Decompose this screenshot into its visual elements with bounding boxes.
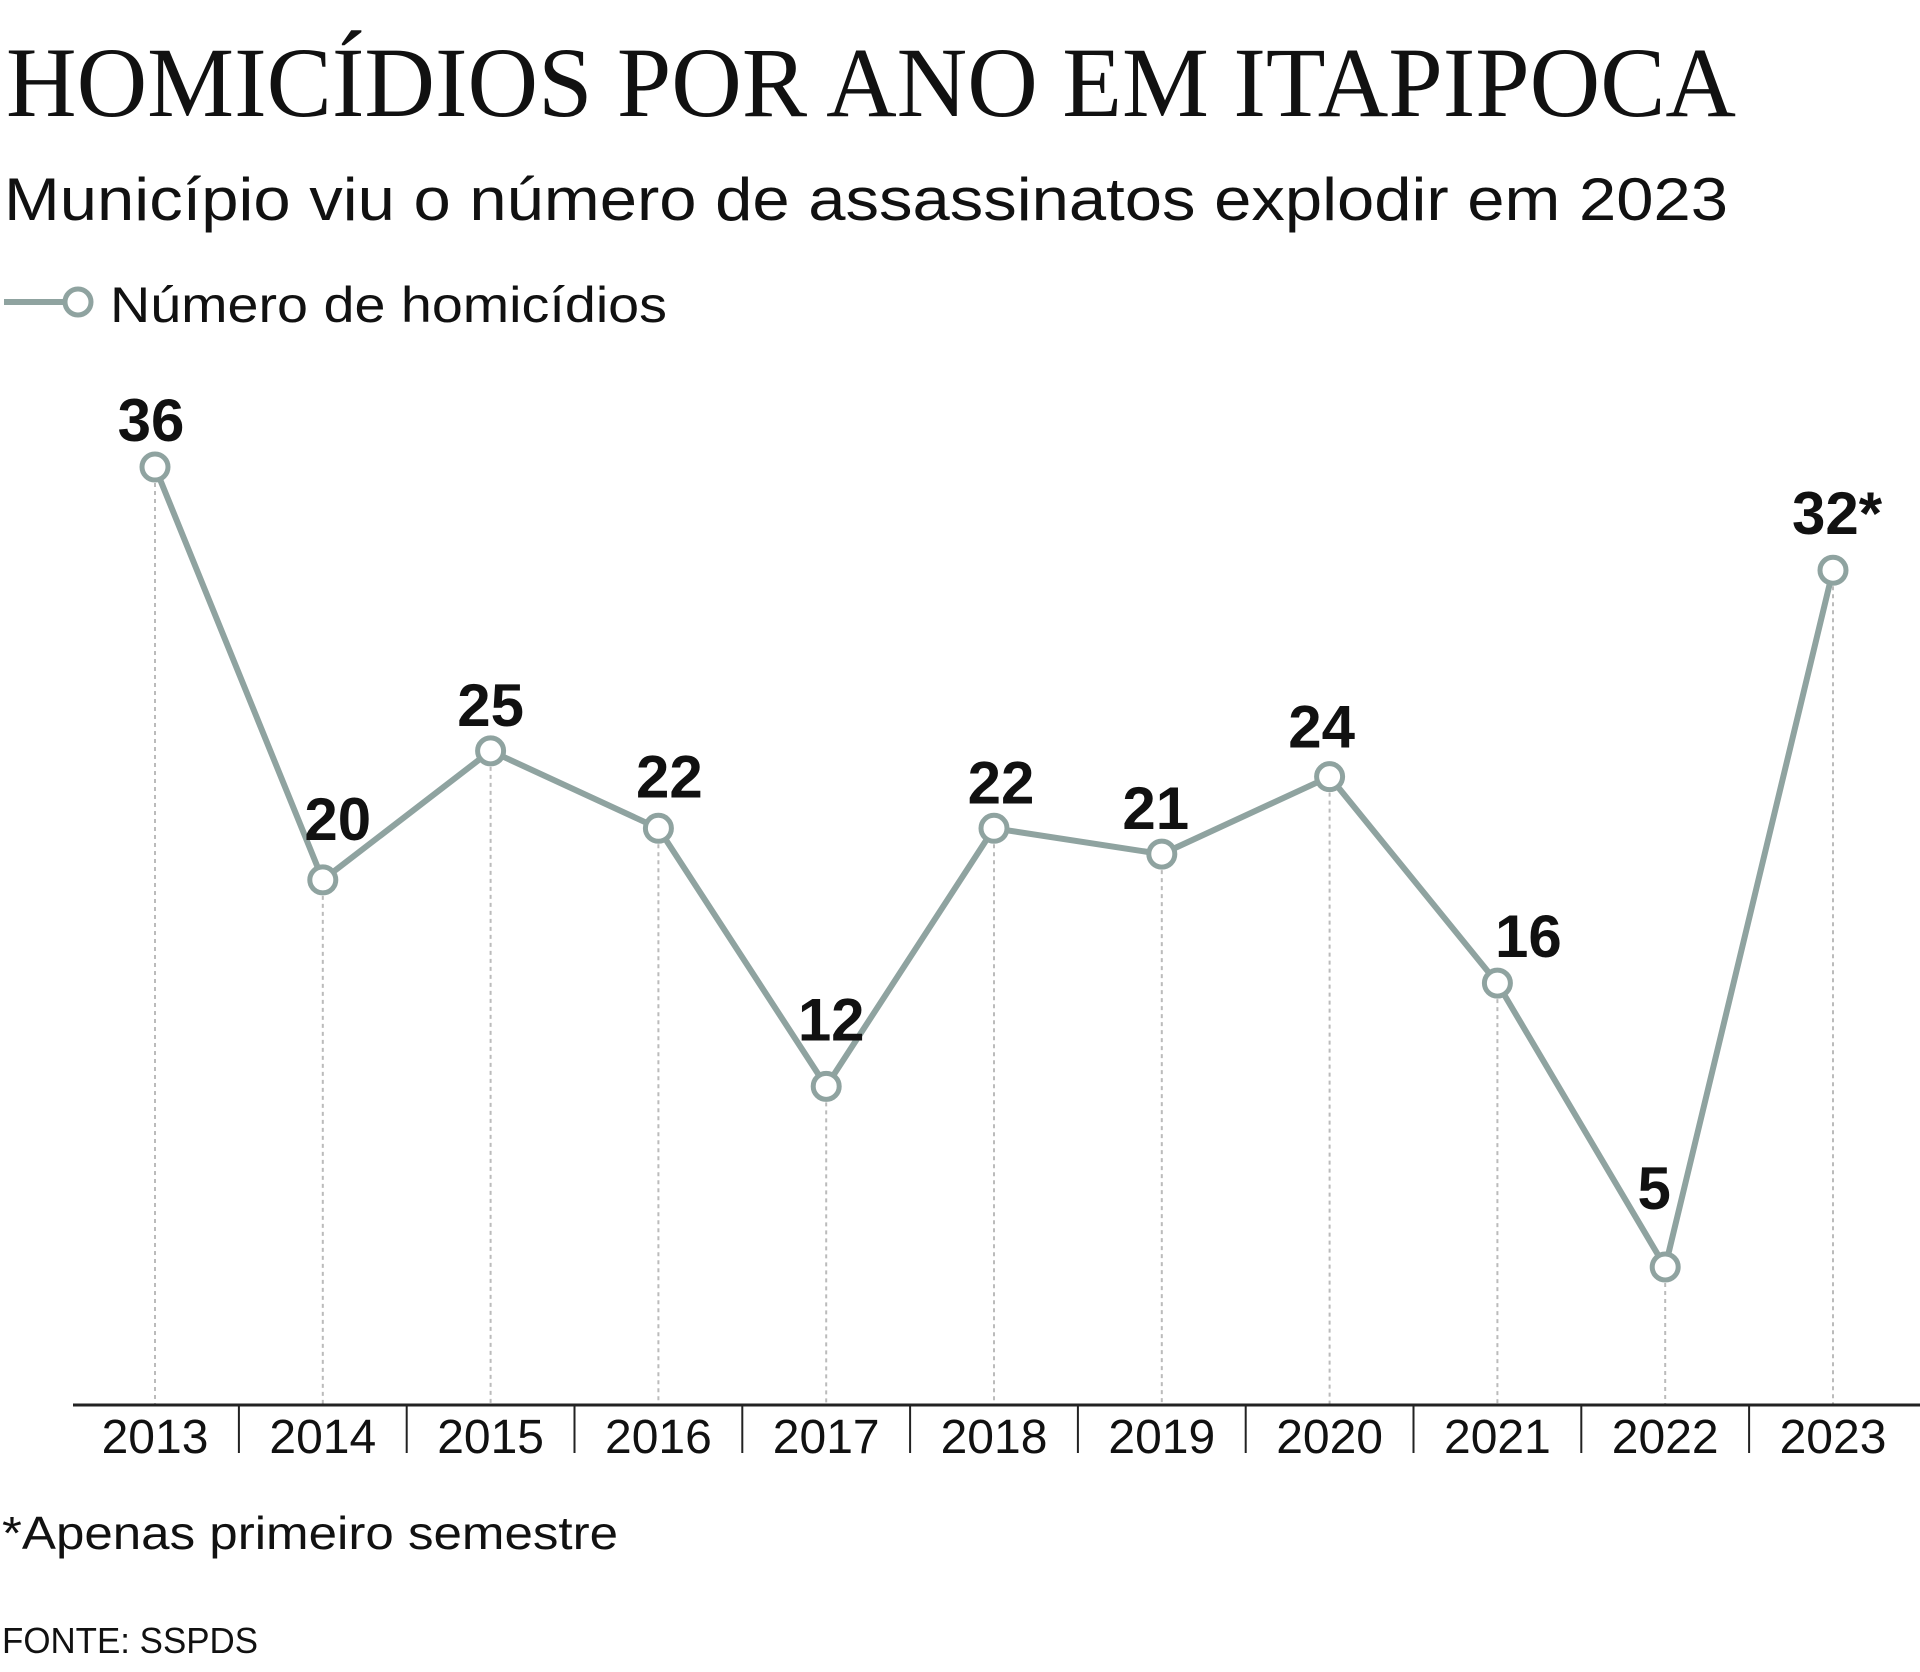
data-point	[1146, 838, 1178, 870]
x-tick-label: 2019	[1108, 1411, 1215, 1464]
data-label: 5	[1638, 1155, 1671, 1222]
data-point	[1649, 1251, 1681, 1283]
data-point	[978, 812, 1010, 844]
x-tick-label: 2013	[102, 1411, 209, 1464]
source: FONTE: SSPDS	[2, 1620, 258, 1661]
data-point	[139, 451, 171, 483]
data-point	[1481, 967, 1513, 999]
data-label: 21	[1122, 775, 1189, 842]
data-label: 22	[968, 749, 1035, 816]
data-label: 36	[118, 387, 185, 454]
data-label: 24	[1288, 694, 1355, 761]
legend-marker-icon	[62, 286, 94, 318]
legend: Número de homicídios	[4, 277, 667, 333]
data-label: 12	[798, 986, 865, 1053]
x-tick-label: 2018	[941, 1411, 1048, 1464]
footnote: *Apenas primeiro semestre	[2, 1507, 618, 1559]
data-point	[1314, 761, 1346, 793]
chart-subtitle: Município viu o número de assassinatos e…	[4, 166, 1728, 233]
data-point	[1817, 554, 1849, 586]
series-line	[152, 465, 1836, 1270]
data-label: 20	[304, 786, 371, 853]
x-tick-label: 2021	[1444, 1411, 1551, 1464]
chart-title: HOMICÍDIOS POR ANO EM ITAPIPOCA	[6, 27, 1736, 138]
data-label: 22	[636, 743, 703, 810]
x-tick-label: 2015	[437, 1411, 544, 1464]
data-point	[475, 735, 507, 767]
data-label: 16	[1495, 903, 1562, 970]
data-label: 25	[457, 672, 524, 739]
x-tick-label: 2017	[773, 1411, 880, 1464]
data-label: 32*	[1792, 480, 1883, 547]
x-tick-label: 2016	[605, 1411, 712, 1464]
x-tick-label: 2023	[1780, 1411, 1887, 1464]
legend-label: Número de homicídios	[110, 277, 667, 333]
data-point	[642, 812, 674, 844]
x-tick-label: 2020	[1276, 1411, 1383, 1464]
data-point	[307, 864, 339, 896]
x-tick-label: 2022	[1612, 1411, 1719, 1464]
data-point	[810, 1070, 842, 1102]
x-tick-label: 2014	[269, 1411, 376, 1464]
